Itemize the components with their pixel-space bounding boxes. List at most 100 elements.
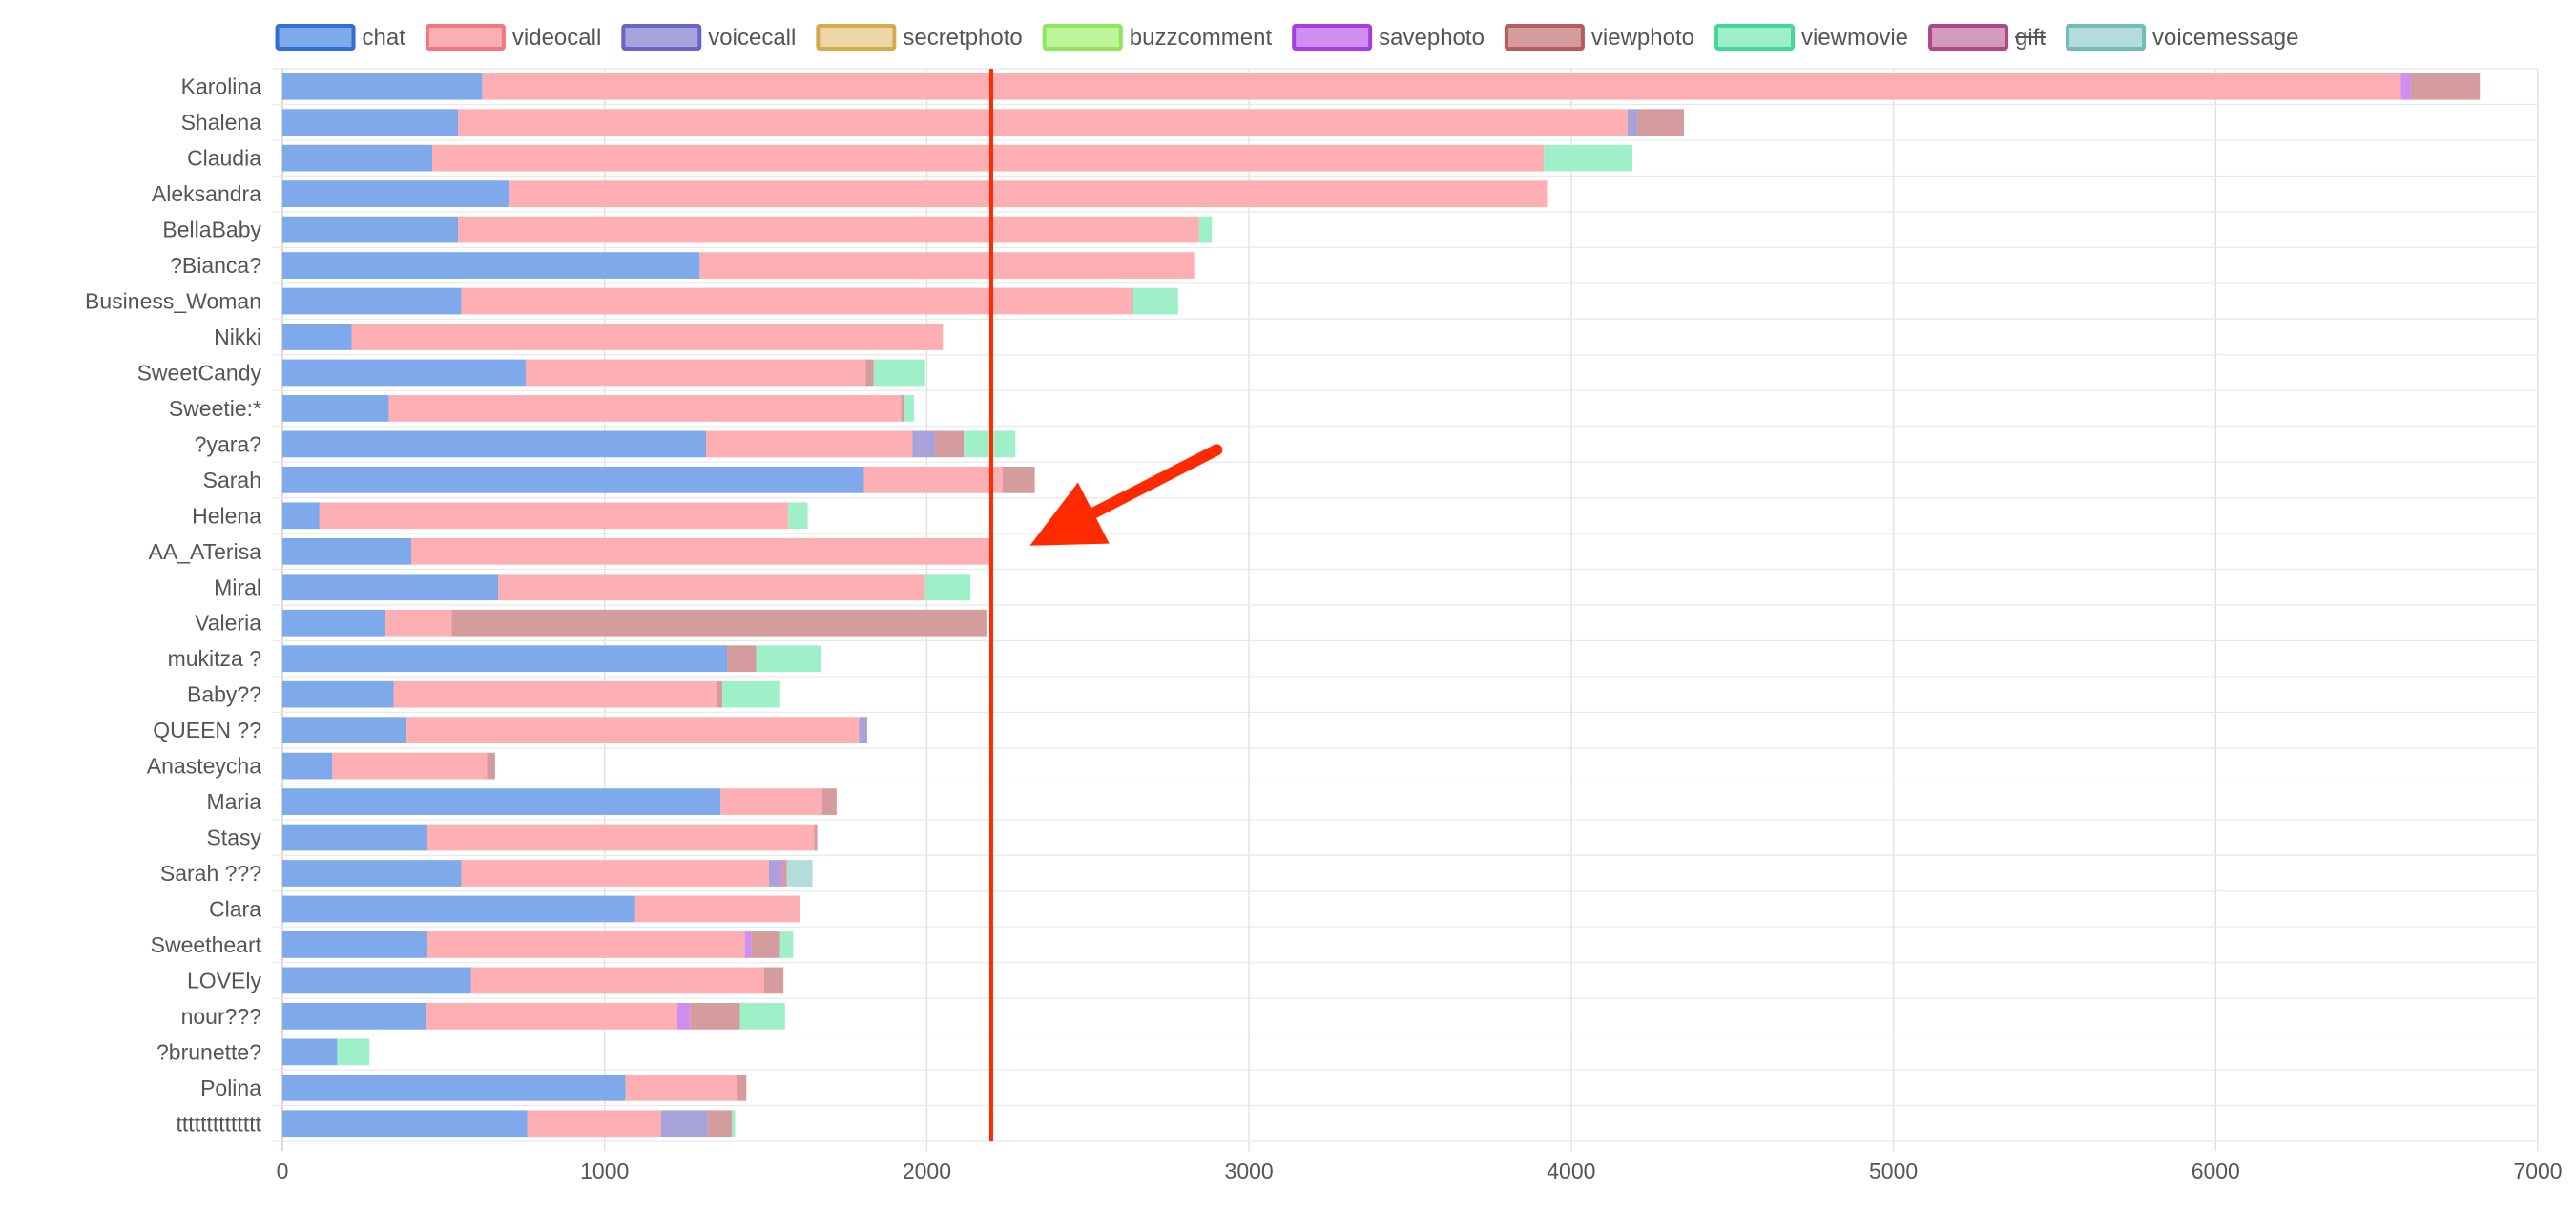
bar-segment-viewphoto[interactable] (934, 430, 965, 458)
bar-segment-chat[interactable] (282, 860, 462, 887)
bar-segment-viewmovie[interactable] (721, 680, 780, 708)
bar-segment-chat[interactable] (282, 1003, 426, 1030)
bar-segment-chat[interactable] (282, 537, 412, 565)
bar-segment-viewphoto[interactable] (451, 609, 987, 637)
legend-item-viewphoto[interactable]: viewphoto (1504, 24, 1694, 51)
bar-segment-videocall[interactable] (461, 287, 1132, 315)
bar-segment-viewmovie[interactable] (1132, 287, 1178, 315)
bar-segment-videocall[interactable] (699, 252, 1195, 279)
bar-segment-chat[interactable] (282, 680, 394, 708)
bar-segment-viewphoto[interactable] (1131, 287, 1133, 315)
bar-segment-viewphoto[interactable] (781, 860, 787, 887)
bar-segment-voicemessage[interactable] (786, 860, 813, 887)
legend-item-buzzcomment[interactable]: buzzcomment (1042, 24, 1273, 51)
bar-segment-viewphoto[interactable] (1002, 467, 1035, 493)
bar-segment-viewphoto[interactable] (707, 1110, 733, 1138)
bar-segment-chat[interactable] (282, 502, 320, 530)
legend-item-voicemessage[interactable]: voicemessage (2066, 24, 2298, 51)
bar-segment-voicecall[interactable] (768, 860, 779, 887)
bar-segment-voicecall[interactable] (912, 430, 935, 458)
bar-segment-chat[interactable] (282, 645, 728, 673)
bar-segment-chat[interactable] (282, 752, 333, 780)
bar-segment-videocall[interactable] (458, 216, 1199, 243)
bar-segment-videocall[interactable] (388, 395, 902, 422)
bar-segment-chat[interactable] (282, 180, 510, 207)
bar-segment-viewmovie[interactable] (337, 1038, 370, 1066)
bar-segment-viewmovie[interactable] (788, 502, 808, 530)
bar-segment-chat[interactable] (282, 717, 407, 743)
bar-segment-chat[interactable] (282, 574, 499, 601)
bar-segment-viewmovie[interactable] (756, 645, 821, 673)
bar-segment-viewmovie[interactable] (924, 574, 971, 601)
bar-segment-videocall[interactable] (426, 1003, 677, 1030)
bar-segment-viewphoto[interactable] (737, 1074, 747, 1101)
bar-segment-chat[interactable] (282, 967, 471, 994)
bar-segment-savephoto[interactable] (779, 860, 782, 887)
bar-segment-chat[interactable] (282, 788, 721, 815)
bar-segment-videocall[interactable] (351, 324, 944, 350)
bar-segment-videocall[interactable] (509, 180, 1548, 207)
bar-segment-viewphoto[interactable] (763, 967, 784, 994)
bar-segment-viewphoto[interactable] (2410, 73, 2481, 100)
bar-segment-voicecall[interactable] (1627, 109, 1638, 136)
bar-segment-chat[interactable] (282, 1110, 528, 1138)
bar-segment-videocall[interactable] (470, 967, 764, 994)
legend-item-videocall[interactable]: videocall (425, 24, 601, 51)
bar-segment-chat[interactable] (282, 216, 459, 243)
legend-item-voicecall[interactable]: voicecall (621, 24, 796, 51)
bar-segment-viewmovie[interactable] (904, 395, 914, 422)
bar-segment-chat[interactable] (282, 395, 389, 422)
bar-segment-viewphoto[interactable] (751, 931, 780, 958)
bar-segment-videocall[interactable] (432, 144, 1545, 172)
bar-segment-videocall[interactable] (426, 931, 745, 958)
bar-segment-videocall[interactable] (863, 467, 1003, 493)
bar-segment-chat[interactable] (282, 287, 462, 315)
bar-segment-videocall[interactable] (625, 1074, 737, 1101)
bar-segment-chat[interactable] (282, 324, 352, 350)
chart-legend[interactable]: chat videocall voicecall secretphoto buzzcom… (275, 24, 2299, 51)
bar-segment-chat[interactable] (282, 359, 526, 387)
bar-segment-videocall[interactable] (706, 430, 913, 458)
bar-segment-videocall[interactable] (426, 824, 815, 851)
bar-segment-viewmovie[interactable] (739, 1003, 785, 1030)
bar-segment-viewphoto[interactable] (821, 788, 837, 815)
bar-segment-videocall[interactable] (393, 680, 717, 708)
bar-segment-viewphoto[interactable] (901, 395, 904, 422)
bar-segment-videocall[interactable] (634, 895, 800, 923)
bar-segment-videocall[interactable] (319, 502, 789, 530)
bar-segment-voicecall[interactable] (859, 717, 867, 743)
bar-segment-chat[interactable] (282, 73, 483, 100)
bar-segment-videocall[interactable] (461, 860, 769, 887)
bar-segment-videocall[interactable] (406, 717, 860, 743)
legend-item-viewmovie[interactable]: viewmovie (1714, 24, 1908, 51)
bar-segment-chat[interactable] (282, 824, 427, 851)
bar-segment-savephoto[interactable] (744, 931, 752, 958)
bar-segment-chat[interactable] (282, 144, 433, 172)
legend-item-gift[interactable]: gift (1928, 24, 2046, 51)
bar-segment-viewphoto[interactable] (814, 824, 818, 851)
bar-segment-videocall[interactable] (498, 574, 925, 601)
bar-segment-viewmovie[interactable] (1198, 216, 1213, 243)
bar-segment-videocall[interactable] (411, 537, 991, 565)
legend-item-savephoto[interactable]: savephoto (1292, 24, 1485, 51)
bar-segment-viewphoto[interactable] (865, 359, 874, 387)
bar-segment-videocall[interactable] (458, 109, 1628, 136)
bar-segment-viewmovie[interactable] (1544, 144, 1633, 172)
bar-segment-viewmovie[interactable] (732, 1110, 736, 1138)
bar-segment-chat[interactable] (282, 1038, 338, 1066)
bar-segment-voicecall[interactable] (660, 1110, 708, 1138)
bar-segment-videocall[interactable] (385, 609, 452, 637)
bar-segment-savephoto[interactable] (2400, 73, 2411, 100)
bar-segment-videocall[interactable] (332, 752, 488, 780)
bar-segment-viewphoto[interactable] (717, 680, 722, 708)
bar-segment-chat[interactable] (282, 252, 700, 279)
bar-segment-viewmovie[interactable] (779, 931, 794, 958)
legend-item-chat[interactable]: chat (275, 24, 406, 51)
bar-segment-viewphoto[interactable] (727, 645, 757, 673)
bar-segment-chat[interactable] (282, 895, 635, 923)
bar-segment-chat[interactable] (282, 609, 386, 637)
bar-segment-savephoto[interactable] (676, 1003, 691, 1030)
bar-segment-videocall[interactable] (720, 788, 822, 815)
bar-segment-viewphoto[interactable] (487, 752, 495, 780)
bar-segment-chat[interactable] (282, 467, 864, 493)
